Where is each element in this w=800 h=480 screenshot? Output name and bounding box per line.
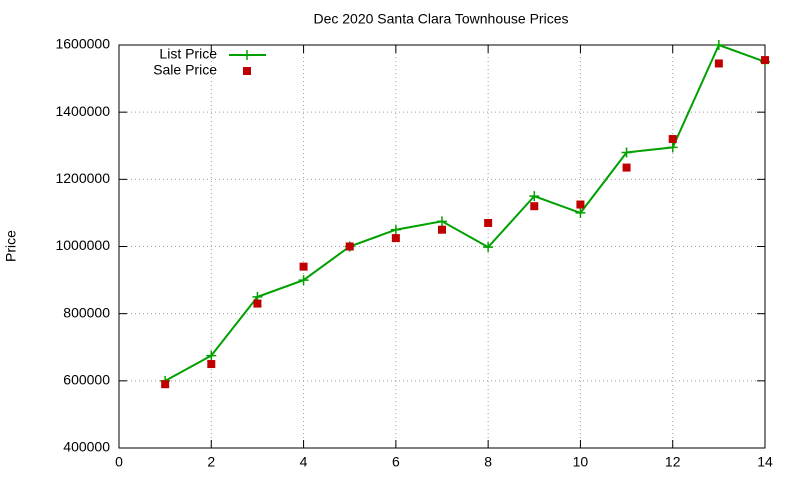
point-marker bbox=[298, 275, 309, 286]
point-marker bbox=[206, 350, 217, 361]
y-tick-label: 400000 bbox=[63, 439, 110, 455]
y-tick-label: 1200000 bbox=[55, 170, 110, 186]
series-line bbox=[164, 43, 766, 382]
point-marker bbox=[161, 380, 170, 389]
legend-marker bbox=[242, 50, 252, 60]
point-marker bbox=[253, 299, 262, 308]
chart-title: Dec 2020 Santa Clara Townhouse Prices bbox=[313, 11, 568, 27]
point-marker bbox=[390, 224, 401, 235]
point-marker bbox=[667, 142, 678, 153]
x-tick-label: 8 bbox=[484, 454, 492, 470]
point-marker bbox=[621, 147, 632, 158]
point-marker bbox=[391, 234, 400, 243]
point-marker bbox=[438, 225, 446, 234]
y-tick-label: 800000 bbox=[63, 304, 110, 320]
x-tick-label: 4 bbox=[300, 454, 308, 470]
point-marker bbox=[530, 202, 539, 211]
legend-label: Sale Price bbox=[153, 62, 217, 78]
point-marker bbox=[576, 200, 585, 209]
point-marker bbox=[575, 207, 586, 218]
point-marker bbox=[437, 216, 447, 227]
point-marker bbox=[483, 242, 494, 253]
point-marker bbox=[713, 40, 724, 50]
x-tick-label: 10 bbox=[573, 454, 589, 470]
legend-marker bbox=[243, 67, 251, 75]
y-axis-label: Price bbox=[3, 230, 19, 262]
plot-border bbox=[118, 44, 766, 449]
point-marker bbox=[714, 59, 723, 68]
point-marker bbox=[761, 56, 769, 65]
y-tick-label: 1600000 bbox=[55, 36, 110, 52]
legend-label: List Price bbox=[159, 46, 217, 62]
point-marker bbox=[207, 360, 216, 369]
point-marker bbox=[345, 242, 354, 251]
x-tick-label: 14 bbox=[757, 454, 773, 470]
y-tick-label: 1400000 bbox=[55, 103, 110, 119]
x-tick-label: 6 bbox=[392, 454, 400, 470]
point-marker bbox=[622, 163, 631, 172]
point-marker bbox=[484, 218, 493, 227]
x-tick-label: 12 bbox=[665, 454, 681, 470]
y-tick-label: 600000 bbox=[63, 372, 110, 388]
x-tick-label: 0 bbox=[115, 454, 123, 470]
y-tick-label: 1000000 bbox=[55, 237, 110, 253]
x-tick-label: 2 bbox=[207, 454, 215, 470]
point-marker bbox=[668, 135, 677, 144]
point-marker bbox=[299, 262, 308, 271]
point-marker bbox=[529, 191, 540, 202]
